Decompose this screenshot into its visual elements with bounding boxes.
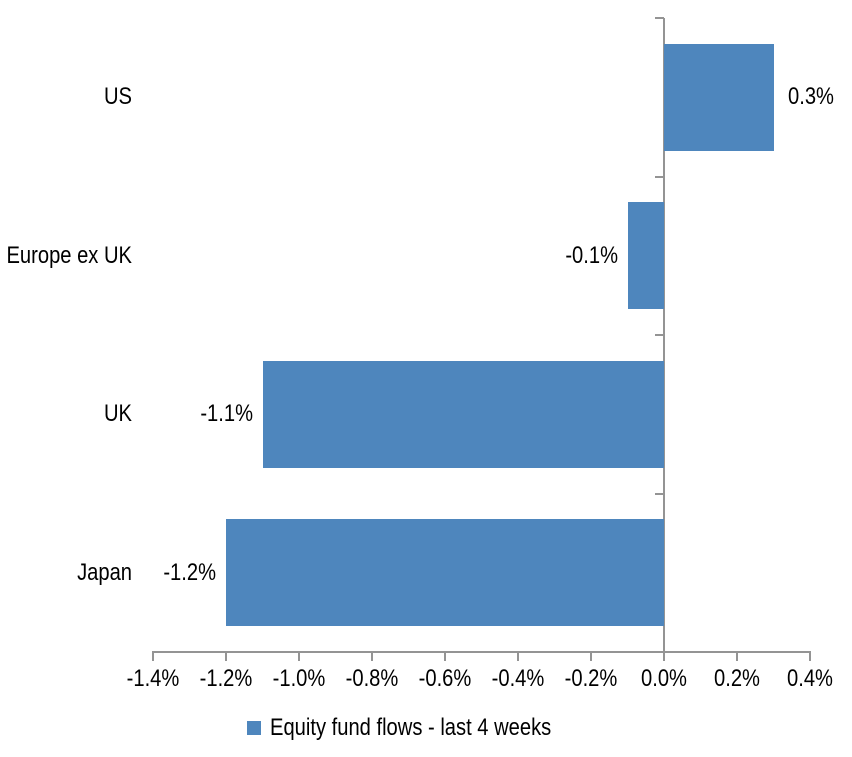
value-axis-line bbox=[663, 18, 665, 653]
data-label-uk: -1.1% bbox=[199, 400, 253, 428]
x-axis-tick bbox=[371, 652, 373, 661]
bar-europe-ex-uk bbox=[627, 202, 664, 310]
x-tick-label: -1.4% bbox=[126, 665, 180, 692]
x-tick-label: -1.2% bbox=[199, 665, 253, 692]
bar-us bbox=[664, 43, 774, 151]
data-label-us: 0.3% bbox=[787, 83, 834, 111]
x-tick-label: 0.4% bbox=[787, 665, 833, 692]
legend-swatch-icon bbox=[247, 721, 262, 735]
x-axis-tick bbox=[298, 652, 300, 661]
x-axis-tick bbox=[590, 652, 592, 661]
x-axis-tick bbox=[152, 652, 154, 661]
data-label-europe-ex-uk: -0.1% bbox=[564, 241, 618, 269]
category-axis-tick bbox=[655, 17, 664, 19]
x-axis-tick bbox=[736, 652, 738, 661]
category-label-us: US bbox=[103, 83, 132, 111]
category-label-europe-ex-uk: Europe ex UK bbox=[6, 241, 132, 269]
x-tick-label: -0.4% bbox=[491, 665, 545, 692]
category-axis-tick bbox=[655, 175, 664, 178]
bar-uk bbox=[262, 360, 664, 468]
legend: Equity fund flows - last 4 weeks bbox=[0, 712, 852, 744]
category-label-uk: UK bbox=[103, 400, 132, 428]
category-label-japan: Japan bbox=[77, 558, 132, 586]
x-tick-label: -0.6% bbox=[418, 665, 472, 692]
legend-label: Equity fund flows - last 4 weeks bbox=[270, 714, 552, 741]
x-axis-line bbox=[152, 651, 811, 653]
x-axis-tick bbox=[809, 652, 811, 661]
category-axis-tick bbox=[655, 492, 664, 495]
data-label-japan: -1.2% bbox=[163, 558, 216, 586]
bar-japan bbox=[226, 519, 664, 627]
category-axis-tick bbox=[655, 334, 664, 336]
x-axis-tick bbox=[663, 652, 665, 661]
x-tick-label: 0.2% bbox=[714, 665, 760, 692]
x-axis-tick bbox=[225, 652, 227, 661]
x-axis-tick bbox=[517, 652, 519, 661]
x-tick-label: 0.0% bbox=[641, 665, 687, 692]
x-tick-label: -1.0% bbox=[272, 665, 326, 692]
x-axis-tick bbox=[444, 652, 446, 661]
x-tick-label: -0.8% bbox=[345, 665, 399, 692]
x-tick-label: -0.2% bbox=[564, 665, 618, 692]
